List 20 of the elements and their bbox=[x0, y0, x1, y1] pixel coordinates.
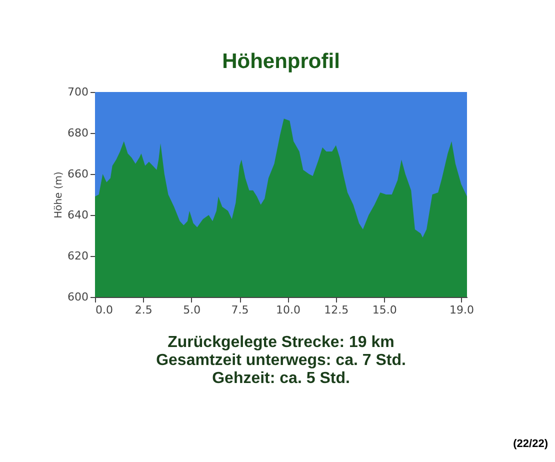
x-tick-label: 0.0 bbox=[96, 304, 113, 316]
chart-title: Höhenprofil bbox=[222, 50, 340, 73]
text: Zurückgelegte Strecke: 19 km bbox=[168, 334, 394, 351]
x-tick-label: 12.5 bbox=[324, 304, 349, 316]
x-tick-label: 15.0 bbox=[372, 304, 397, 316]
x-tick-label: 5.0 bbox=[183, 304, 201, 316]
x-tick-label: 10.0 bbox=[276, 304, 300, 316]
text: Gesamtzeit unterwegs: ca. 7 Std. bbox=[156, 352, 406, 369]
y-tick-label: 620 bbox=[68, 250, 88, 262]
x-tick-label: 2.5 bbox=[134, 304, 152, 316]
text: Gehzeit: ca. 5 Std. bbox=[212, 370, 350, 387]
y-tick-label: 700 bbox=[68, 86, 88, 98]
y-axis-title: Höhe (m) bbox=[54, 171, 65, 218]
x-tick-label: 19.0 bbox=[449, 304, 474, 316]
y-tick-label: 660 bbox=[68, 168, 88, 180]
y-tick-label: 680 bbox=[68, 126, 88, 140]
y-tick-label: 600 bbox=[68, 290, 88, 304]
text: (22/22) bbox=[513, 438, 548, 450]
x-tick-label: 7.5 bbox=[231, 304, 249, 316]
y-tick-label: 640 bbox=[68, 208, 88, 222]
